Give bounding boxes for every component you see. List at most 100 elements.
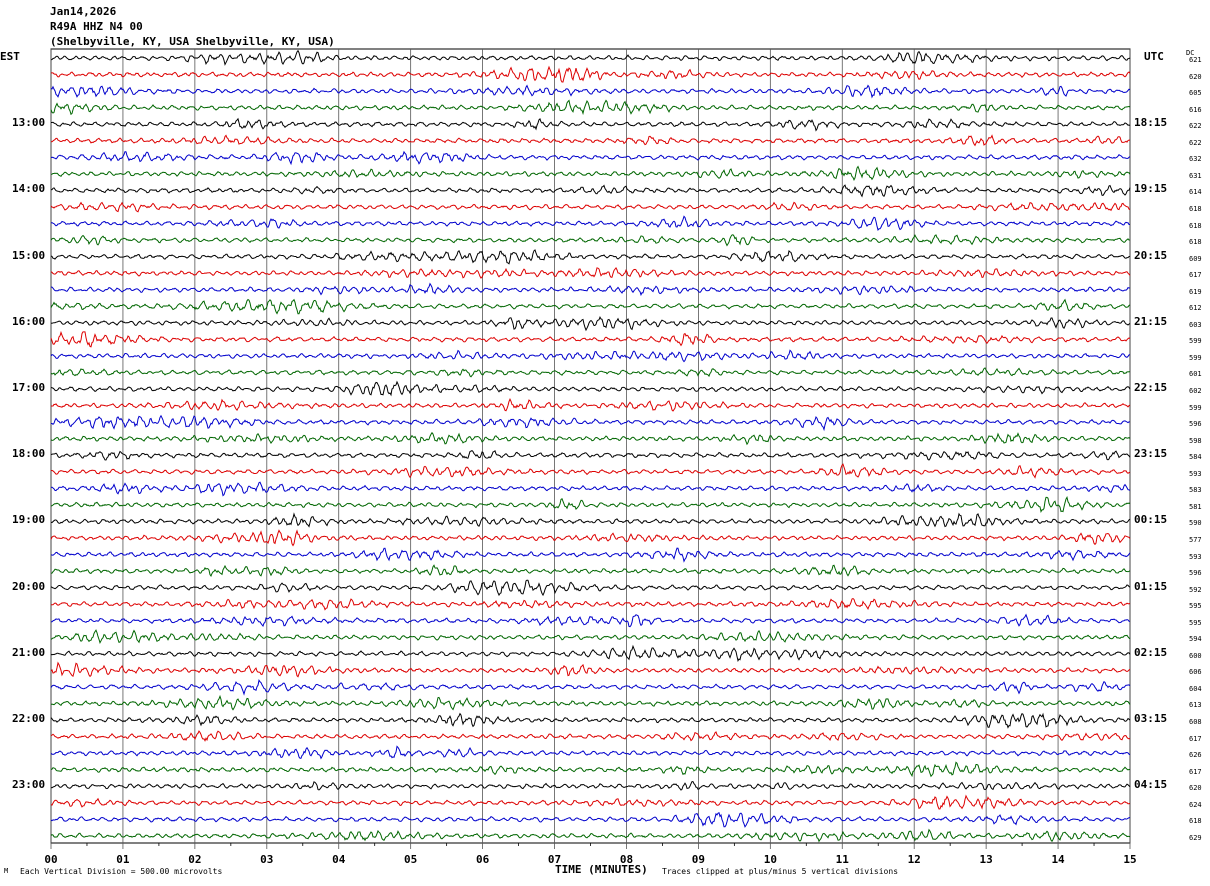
seismic-trace [50, 449, 1131, 461]
left-hour-label: 22:00 [12, 712, 46, 725]
seismic-trace [50, 367, 1131, 378]
dc-offset-label: 614 [1189, 188, 1202, 197]
dc-offset-label: 590 [1189, 519, 1202, 528]
dc-offset-label: 626 [1189, 751, 1202, 760]
seismic-trace [50, 712, 1131, 729]
dc-offset-label: 609 [1189, 254, 1202, 263]
left-hour-label: 19:00 [12, 513, 46, 527]
seismic-trace [50, 694, 1131, 711]
dc-offset-label: 612 [1189, 304, 1202, 313]
dc-offset-label: 618 [1189, 204, 1202, 213]
dc-offset-label: 621 [1189, 56, 1202, 64]
seismic-trace [50, 579, 1131, 597]
x-tick-label: 14 [1051, 853, 1065, 866]
dc-offset-label: 603 [1189, 320, 1202, 329]
dc-offset-label: 593 [1189, 469, 1202, 478]
x-tick-label: 09 [691, 853, 706, 866]
x-tick-label: 07 [547, 853, 562, 866]
seismic-trace [50, 234, 1131, 247]
dc-offset-label: 631 [1189, 171, 1202, 180]
right-hour-label: 04:15 [1134, 778, 1168, 792]
dc-offset-label: 617 [1189, 271, 1202, 280]
left-hour-label: 14:00 [12, 182, 46, 196]
dc-offset-label: 577 [1189, 535, 1202, 544]
dc-offset-label: 613 [1189, 701, 1202, 710]
x-tick-label: 02 [188, 853, 202, 866]
seismic-trace [50, 781, 1131, 791]
right-hour-label: 20:15 [1134, 248, 1168, 262]
dc-offset-label: 605 [1189, 89, 1202, 98]
seismic-trace [50, 529, 1131, 547]
seismic-trace [50, 730, 1131, 742]
footer-clip-note: Traces clipped at plus/minus 5 vertical … [662, 867, 899, 876]
dc-offset-label: 606 [1189, 668, 1202, 677]
seismic-trace [50, 267, 1131, 279]
dc-offset-label: 624 [1189, 800, 1202, 809]
seismic-trace [50, 613, 1131, 628]
seismic-trace [50, 298, 1131, 315]
seismic-trace [50, 330, 1131, 348]
right-hour-label: 21:15 [1134, 314, 1168, 328]
dc-offset-label: 584 [1189, 453, 1202, 462]
seismic-trace [50, 397, 1131, 412]
seismic-trace [50, 249, 1131, 265]
dc-offset-label: 599 [1189, 337, 1202, 346]
dc-offset-label: 596 [1189, 420, 1202, 429]
x-tick-label: 10 [763, 853, 777, 866]
seismic-trace [50, 629, 1131, 644]
x-tick-label: 11 [835, 853, 849, 866]
right-hour-label: 00:15 [1134, 513, 1168, 527]
seismic-trace [50, 65, 1131, 83]
left-hour-label: 21:00 [12, 645, 46, 659]
dc-header-label: DC [1186, 49, 1195, 57]
left-hour-label: 20:00 [12, 579, 46, 593]
seismic-trace [50, 150, 1131, 166]
dc-offset-label: 595 [1189, 602, 1202, 611]
dc-offset-label: 598 [1189, 436, 1202, 445]
seismic-trace [50, 431, 1131, 446]
seismic-trace [50, 564, 1131, 577]
date-label: Jan14,2026 [50, 5, 117, 18]
dc-offset-label: 618 [1189, 238, 1202, 247]
x-tick-label: 06 [475, 853, 490, 866]
dc-offset-label: 616 [1189, 105, 1202, 114]
footer-mark: M [4, 867, 9, 875]
dc-offset-label: 599 [1189, 353, 1202, 362]
x-tick-label: 03 [260, 853, 274, 866]
left-hour-label: 23:00 [12, 778, 46, 792]
x-tick-label: 01 [116, 853, 130, 866]
left-hour-label: 17:00 [12, 381, 46, 394]
dc-offset-label: 596 [1189, 569, 1202, 578]
seismic-trace [50, 84, 1131, 99]
location-label: (Shelbyville, KY, USA Shelbyville, KY, U… [50, 35, 335, 48]
seismic-trace [50, 201, 1131, 213]
dc-offset-label: 593 [1189, 552, 1202, 561]
dc-offset-label: 622 [1189, 122, 1202, 131]
seismic-trace [50, 117, 1131, 132]
x-axis-title: TIME (MINUTES) [555, 863, 648, 876]
seismic-trace [50, 828, 1131, 843]
dc-offset-label: 619 [1189, 287, 1202, 296]
left-hour-label: 15:00 [12, 248, 46, 262]
dc-offset-label: 583 [1189, 486, 1202, 495]
seismic-trace [50, 349, 1131, 363]
seismic-trace [50, 134, 1131, 147]
seismic-trace [50, 794, 1131, 810]
seismic-trace [50, 678, 1131, 696]
left-timezone-label: EST [0, 50, 20, 63]
seismic-trace [50, 282, 1131, 297]
seismic-trace [50, 661, 1131, 678]
x-tick-label: 12 [907, 853, 921, 866]
seismic-trace [50, 481, 1131, 497]
dc-offset-label: 602 [1189, 387, 1202, 395]
right-hour-label: 23:15 [1134, 447, 1168, 461]
seismic-trace [50, 215, 1131, 231]
seismic-trace [50, 745, 1131, 760]
x-tick-label: 15 [1123, 853, 1137, 866]
seismic-trace [50, 547, 1131, 563]
dc-offset-label: 595 [1189, 618, 1202, 627]
left-hour-label: 16:00 [12, 314, 46, 328]
dc-offset-label: 620 [1189, 784, 1202, 793]
channel-label: R49A HHZ N4 00 [50, 20, 143, 33]
